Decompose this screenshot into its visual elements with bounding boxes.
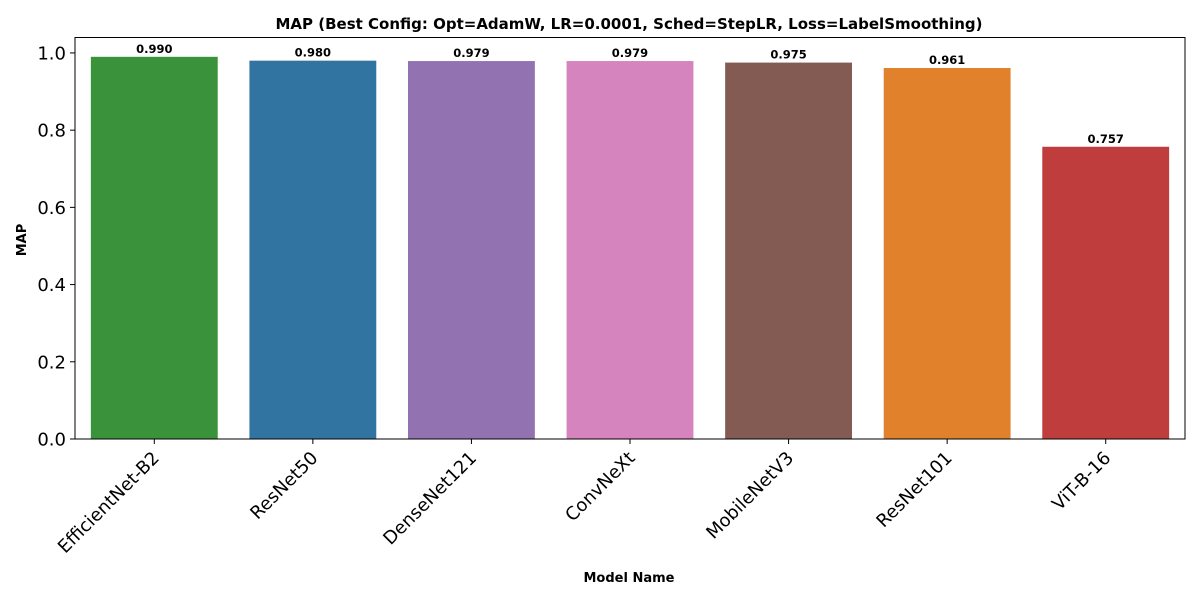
y-tick-label: 0.2 xyxy=(37,352,66,373)
bar xyxy=(883,67,1011,439)
chart-title: MAP (Best Config: Opt=AdamW, LR=0.0001, … xyxy=(275,15,982,33)
y-tick-label: 0.8 xyxy=(37,121,66,142)
x-tick-label: EfficientNet-B2 xyxy=(54,448,164,558)
bar-value-label: 0.980 xyxy=(295,46,331,60)
bar-value-label: 0.975 xyxy=(770,48,806,62)
x-axis-label: Model Name xyxy=(584,571,675,586)
x-tick-label: ResNet101 xyxy=(872,448,956,532)
x-tick-label: ViT-B-16 xyxy=(1048,448,1115,515)
y-tick-label: 0.4 xyxy=(37,275,66,296)
bar-value-label: 0.979 xyxy=(453,46,489,60)
bar-value-label: 0.990 xyxy=(136,42,172,56)
bar-value-label: 0.961 xyxy=(929,53,965,67)
x-tick-label: ResNet50 xyxy=(246,448,322,524)
x-tick-label: MobileNetV3 xyxy=(702,448,798,544)
y-axis-label: MAP xyxy=(15,224,30,257)
bar xyxy=(408,61,535,439)
y-tick-label: 0.6 xyxy=(37,198,66,219)
bar xyxy=(249,60,377,440)
plot-frame xyxy=(74,37,1186,440)
y-tick-label: 1.0 xyxy=(37,43,66,64)
x-tick-label: DenseNet121 xyxy=(379,448,481,550)
bar-value-label: 0.979 xyxy=(612,46,648,60)
bar-value-label: 0.757 xyxy=(1088,132,1124,146)
y-tick-label: 0.0 xyxy=(37,430,66,451)
bar xyxy=(90,56,218,439)
plot-area: 0.0 0.2 0.4 0.6 0.8 1.0 0.990 EfficientNet-B2 0.… xyxy=(37,42,1170,558)
bar xyxy=(1042,146,1170,439)
x-tick-label: ConvNeXt xyxy=(561,448,639,526)
bar xyxy=(566,61,694,439)
bar xyxy=(725,62,852,439)
